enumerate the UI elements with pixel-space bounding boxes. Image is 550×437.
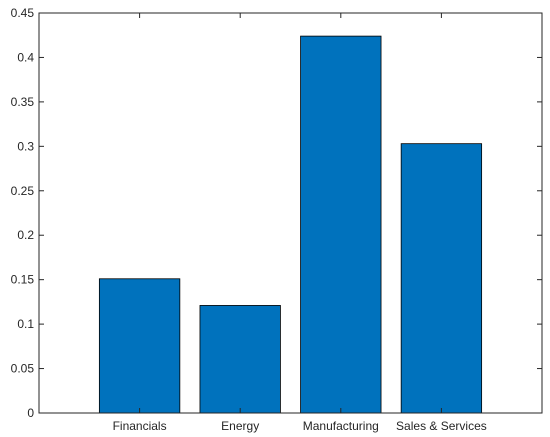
y-tick-label: 0.45 bbox=[11, 6, 35, 20]
y-tick-label: 0.05 bbox=[11, 362, 35, 376]
bar-financials bbox=[98, 278, 181, 414]
bar-energy bbox=[199, 305, 281, 414]
bar-manufacturing bbox=[300, 35, 382, 414]
x-tick-label: Sales & Services bbox=[396, 419, 487, 433]
x-tick-label: Manufacturing bbox=[303, 419, 379, 433]
y-tick-label: 0.3 bbox=[17, 139, 34, 153]
axes-box bbox=[38, 12, 543, 414]
bar-sales-services bbox=[400, 143, 483, 414]
y-tick-label: 0.4 bbox=[17, 50, 34, 64]
y-tick-label: 0.25 bbox=[11, 184, 35, 198]
labels-group: Financials Energy Manufacturing Sales & Ser… bbox=[11, 6, 487, 433]
y-tick-label: 0.2 bbox=[17, 228, 34, 242]
bars-group bbox=[98, 35, 483, 414]
y-tick-label: 0.15 bbox=[11, 273, 35, 287]
x-tick-label: Energy bbox=[221, 419, 259, 433]
y-tick-label: 0.1 bbox=[17, 317, 34, 331]
x-tick-label: Financials bbox=[113, 419, 167, 433]
y-tick-label: 0 bbox=[27, 406, 34, 420]
y-tick-label: 0.35 bbox=[11, 95, 35, 109]
